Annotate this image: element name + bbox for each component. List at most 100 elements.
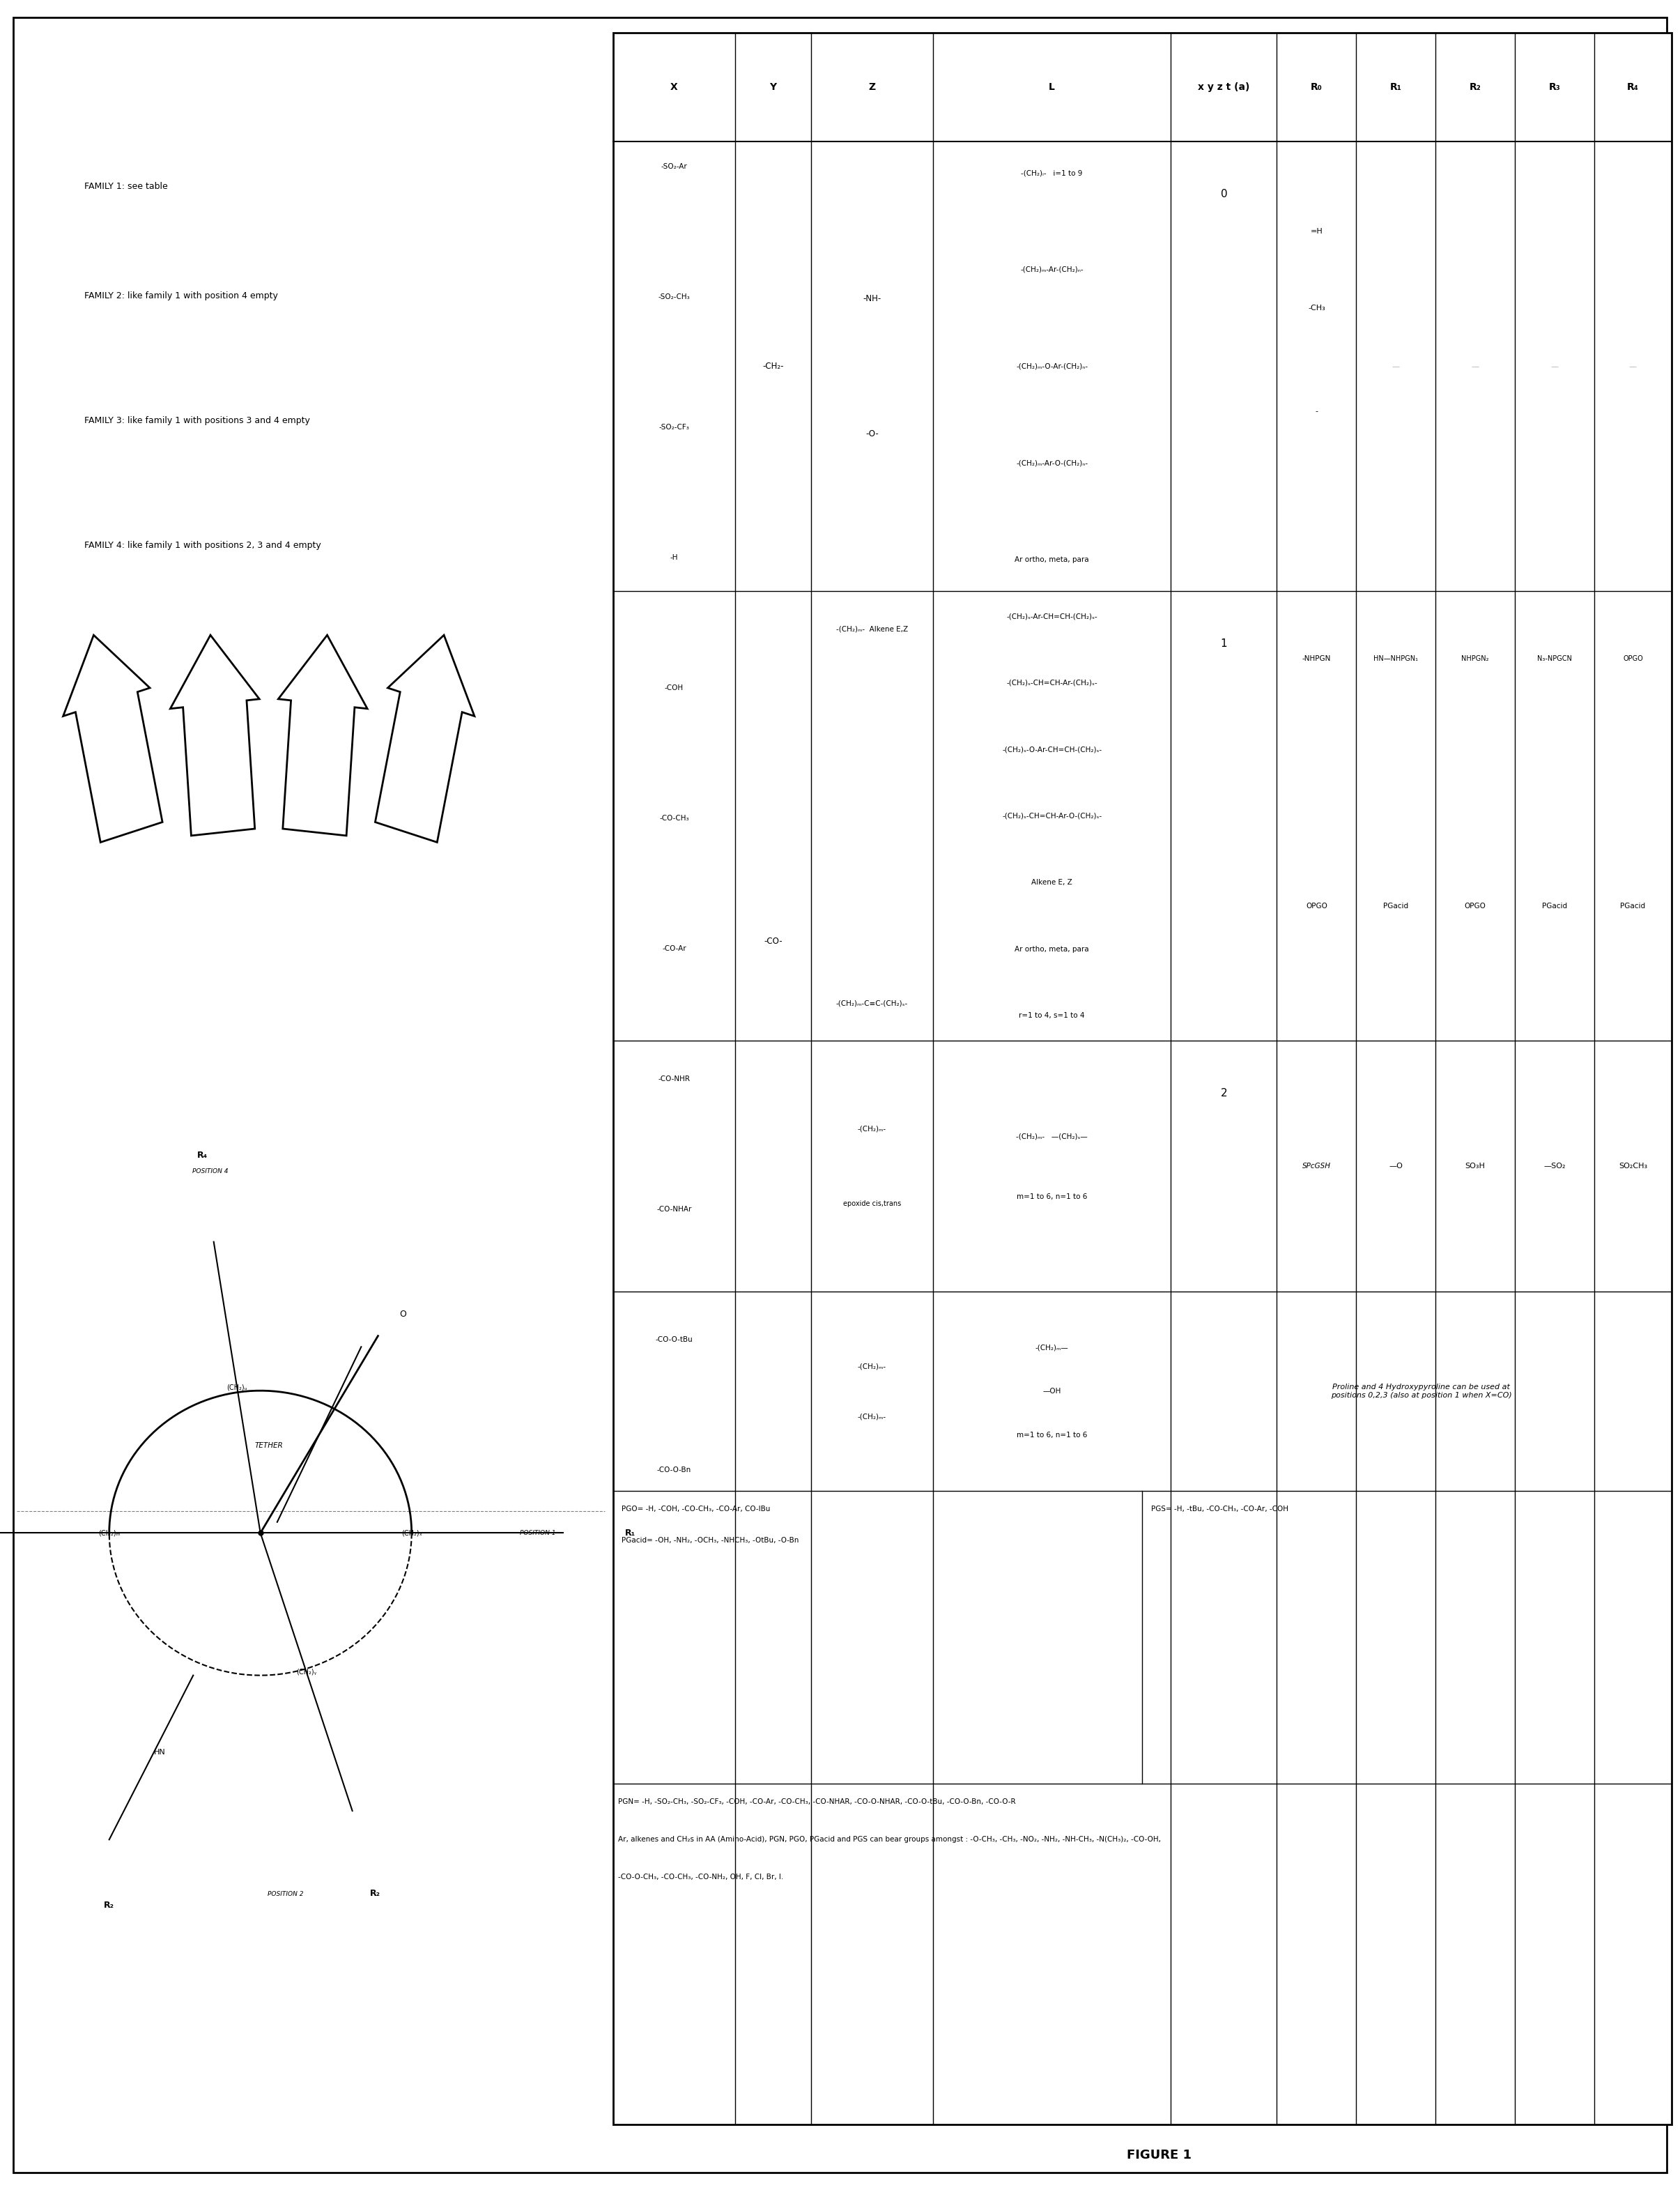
Text: OPGO: OPGO	[1623, 655, 1643, 661]
Text: -CO-O-CH₃, -CO-CH₃, -CO-NH₂, OH, F, Cl, Br, I.: -CO-O-CH₃, -CO-CH₃, -CO-NH₂, OH, F, Cl, …	[618, 1872, 783, 1881]
Text: R₂: R₂	[370, 1888, 381, 1899]
Text: TETHER: TETHER	[255, 1441, 282, 1450]
Text: -NHPGN: -NHPGN	[1302, 655, 1331, 661]
Text: Proline and 4 Hydroxypyroline can be used at
positions 0,2,3 (also at position 1: Proline and 4 Hydroxypyroline can be use…	[1331, 1384, 1512, 1399]
Text: PGO= -H, -COH, -CO-CH₃, -CO-Ar, CO-IBu: PGO= -H, -COH, -CO-CH₃, -CO-Ar, CO-IBu	[622, 1505, 771, 1513]
Text: -SO₂-CF₃: -SO₂-CF₃	[659, 425, 689, 431]
Text: -(CH₂)ₘ-C≡C-(CH₂)ₛ-: -(CH₂)ₘ-C≡C-(CH₂)ₛ-	[837, 1001, 907, 1007]
Text: Y: Y	[769, 83, 776, 92]
Text: m=1 to 6, n=1 to 6: m=1 to 6, n=1 to 6	[1016, 1194, 1087, 1200]
Text: —O: —O	[1389, 1163, 1403, 1169]
Text: PGS= -H, -tBu, -CO-CH₃, -CO-Ar, -COH: PGS= -H, -tBu, -CO-CH₃, -CO-Ar, -COH	[1151, 1505, 1289, 1513]
Text: -(CH₂)ₘ-Ar-(CH₂)ₙ-: -(CH₂)ₘ-Ar-(CH₂)ₙ-	[1020, 267, 1084, 274]
Text: -(CH₂)ₘ-   —(CH₂)ₛ—: -(CH₂)ₘ- —(CH₂)ₛ—	[1016, 1132, 1087, 1139]
Text: (CH₂)ᵧ: (CH₂)ᵧ	[296, 1669, 316, 1675]
Text: -(CH₂)ₘ-: -(CH₂)ₘ-	[858, 1126, 887, 1132]
FancyArrow shape	[64, 635, 163, 843]
Text: R₂: R₂	[1470, 83, 1482, 92]
Text: m=1 to 6, n=1 to 6: m=1 to 6, n=1 to 6	[1016, 1432, 1087, 1439]
Text: NHPGN₂: NHPGN₂	[1462, 655, 1488, 661]
Text: O: O	[400, 1310, 407, 1318]
Text: FAMILY 2: like family 1 with position 4 empty: FAMILY 2: like family 1 with position 4 …	[84, 291, 277, 300]
FancyArrow shape	[375, 635, 474, 843]
Text: -CO-CH₃: -CO-CH₃	[659, 815, 689, 821]
Text: Ar ortho, meta, para: Ar ortho, meta, para	[1015, 946, 1089, 953]
Text: -CH₂-: -CH₂-	[763, 361, 783, 370]
Text: R₄: R₄	[1628, 83, 1640, 92]
Text: L: L	[1048, 83, 1055, 92]
Text: -(CH₂)ₛ-Ar-CH=CH-(CH₂)ₛ-: -(CH₂)ₛ-Ar-CH=CH-(CH₂)ₛ-	[1006, 613, 1097, 620]
Text: HN—NHPGN₁: HN—NHPGN₁	[1374, 655, 1418, 661]
Text: -(CH₂)ₛ-O-Ar-CH=CH-(CH₂)ₛ-: -(CH₂)ₛ-O-Ar-CH=CH-(CH₂)ₛ-	[1001, 747, 1102, 753]
Text: Ar, alkenes and CH₂s in AA (Amino-Acid), PGN, PGO, PGacid and PGS can bear group: Ar, alkenes and CH₂s in AA (Amino-Acid),…	[618, 1835, 1161, 1842]
Text: -(CH₂)ₛ-CH=CH-Ar-(CH₂)ₛ-: -(CH₂)ₛ-CH=CH-Ar-(CH₂)ₛ-	[1006, 679, 1097, 685]
Text: N₃-NPGCN: N₃-NPGCN	[1537, 655, 1572, 661]
Text: R₀: R₀	[1310, 83, 1322, 92]
Text: -CO-O-Bn: -CO-O-Bn	[657, 1465, 690, 1474]
Text: (CH₂)ₘ: (CH₂)ₘ	[97, 1529, 121, 1537]
Text: SO₃H: SO₃H	[1465, 1163, 1485, 1169]
Text: FAMILY 4: like family 1 with positions 2, 3 and 4 empty: FAMILY 4: like family 1 with positions 2…	[84, 541, 321, 550]
Text: R₁: R₁	[1389, 83, 1401, 92]
Text: —⁠⁠⁠: —⁠⁠⁠	[1551, 364, 1559, 370]
Text: -CO-NHAr: -CO-NHAr	[657, 1207, 692, 1213]
Text: HN: HN	[155, 1748, 165, 1756]
Text: PGacid: PGacid	[1621, 902, 1645, 909]
Text: R₄: R₄	[197, 1152, 207, 1161]
Text: -SO₂-Ar: -SO₂-Ar	[660, 164, 687, 171]
Text: R₂: R₂	[104, 1901, 114, 1910]
Text: OPGO: OPGO	[1305, 902, 1327, 909]
Text: —OH: —OH	[1043, 1388, 1062, 1395]
Text: -(CH₂)ₘ-Ar-O-(CH₂)ₙ-: -(CH₂)ₘ-Ar-O-(CH₂)ₙ-	[1016, 460, 1089, 466]
Text: -SO₂-CH₃: -SO₂-CH₃	[659, 293, 690, 300]
Text: -(CH₂)ᵢ-   i=1 to 9: -(CH₂)ᵢ- i=1 to 9	[1021, 169, 1082, 177]
Text: SPcGSH: SPcGSH	[1302, 1163, 1331, 1169]
Text: -(CH₂)ₘ-: -(CH₂)ₘ-	[858, 1413, 887, 1419]
Text: -CO-: -CO-	[764, 937, 783, 946]
Text: -CO-O-tBu: -CO-O-tBu	[655, 1336, 692, 1342]
Text: X: X	[670, 83, 677, 92]
Text: POSITION 4: POSITION 4	[192, 1169, 228, 1174]
Text: -(CH₂)ₛ-CH=CH-Ar-O-(CH₂)ₛ-: -(CH₂)ₛ-CH=CH-Ar-O-(CH₂)ₛ-	[1001, 812, 1102, 819]
Text: r=1 to 4, s=1 to 4: r=1 to 4, s=1 to 4	[1020, 1012, 1085, 1018]
Text: =H: =H	[1310, 228, 1322, 234]
Text: x y z t (a): x y z t (a)	[1198, 83, 1250, 92]
Text: R₁: R₁	[625, 1529, 635, 1537]
Text: OPGO: OPGO	[1465, 902, 1487, 909]
Text: FIGURE 1: FIGURE 1	[1127, 2148, 1191, 2162]
Text: -: -	[1315, 407, 1317, 414]
Text: 1: 1	[1221, 637, 1228, 648]
Text: Z: Z	[869, 83, 875, 92]
Text: —⁠⁠⁠: —⁠⁠⁠	[1472, 364, 1478, 370]
FancyArrow shape	[170, 635, 259, 837]
Text: —⁠⁠⁠: —⁠⁠⁠	[1393, 364, 1399, 370]
Text: 2: 2	[1221, 1088, 1228, 1099]
Text: Ar ortho, meta, para: Ar ortho, meta, para	[1015, 556, 1089, 563]
Text: -H: -H	[670, 554, 679, 561]
Text: —⁠⁠⁠: —⁠⁠⁠	[1630, 364, 1636, 370]
Text: -(CH₂)ₘ-: -(CH₂)ₘ-	[858, 1362, 887, 1369]
Text: PGacid: PGacid	[1542, 902, 1567, 909]
Text: -COH: -COH	[665, 685, 684, 692]
Text: (CH₂)ᵤ: (CH₂)ᵤ	[227, 1384, 247, 1391]
Text: SO₂CH₃: SO₂CH₃	[1618, 1163, 1648, 1169]
Text: PGN= -H, -SO₂-CH₃, -SO₂-CF₃, -COH, -CO-Ar, -CO-CH₃, -CO-NHAR, -CO-O-NHAR, -CO-O-: PGN= -H, -SO₂-CH₃, -SO₂-CF₃, -COH, -CO-A…	[618, 1798, 1016, 1805]
Bar	[613, 33, 1672, 2124]
Text: PGacid: PGacid	[1383, 902, 1408, 909]
Text: PGacid= -OH, -NH₂, -OCH₃, -NHCH₃, -OtBu, -O-Bn: PGacid= -OH, -NH₂, -OCH₃, -NHCH₃, -OtBu,…	[622, 1537, 800, 1544]
Text: R₃: R₃	[1549, 83, 1561, 92]
Text: -(CH₂)ₘ-O-Ar-(CH₂)ₙ-: -(CH₂)ₘ-O-Ar-(CH₂)ₙ-	[1016, 364, 1089, 370]
Text: -(CH₂)ₘ—: -(CH₂)ₘ—	[1035, 1345, 1068, 1351]
FancyArrow shape	[279, 635, 368, 837]
Text: -CO-Ar: -CO-Ar	[662, 946, 685, 953]
Text: POSITION 2: POSITION 2	[267, 1892, 304, 1897]
Text: -CH₃: -CH₃	[1309, 304, 1326, 311]
Text: (CH₂)ₓ: (CH₂)ₓ	[402, 1529, 422, 1537]
Text: POSITION 1: POSITION 1	[519, 1531, 556, 1535]
Text: Alkene E, Z: Alkene E, Z	[1032, 878, 1072, 887]
Text: -O-: -O-	[865, 429, 879, 438]
Text: FAMILY 1: see table: FAMILY 1: see table	[84, 182, 168, 191]
Text: -(CH₂)ₘ-  Alkene E,Z: -(CH₂)ₘ- Alkene E,Z	[837, 626, 907, 633]
Text: epoxide cis,trans: epoxide cis,trans	[843, 1200, 900, 1207]
Text: —SO₂: —SO₂	[1544, 1163, 1566, 1169]
